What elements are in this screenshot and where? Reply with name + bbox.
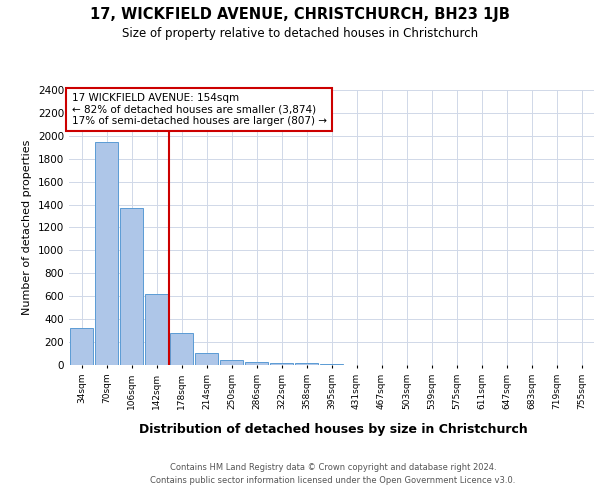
Bar — [220, 360, 243, 365]
Text: 17, WICKFIELD AVENUE, CHRISTCHURCH, BH23 1JB: 17, WICKFIELD AVENUE, CHRISTCHURCH, BH23… — [90, 8, 510, 22]
Text: 17 WICKFIELD AVENUE: 154sqm
← 82% of detached houses are smaller (3,874)
17% of : 17 WICKFIELD AVENUE: 154sqm ← 82% of det… — [71, 92, 326, 126]
Text: Size of property relative to detached houses in Christchurch: Size of property relative to detached ho… — [122, 28, 478, 40]
Bar — [120, 208, 143, 365]
Bar — [195, 353, 218, 365]
Y-axis label: Number of detached properties: Number of detached properties — [22, 140, 32, 315]
Bar — [145, 294, 168, 365]
Bar — [70, 328, 93, 365]
Bar — [170, 333, 193, 365]
Text: Contains HM Land Registry data © Crown copyright and database right 2024.: Contains HM Land Registry data © Crown c… — [170, 462, 496, 471]
Bar — [95, 142, 118, 365]
Bar — [320, 364, 343, 365]
Bar — [295, 364, 318, 365]
Bar — [270, 362, 293, 365]
Text: Distribution of detached houses by size in Christchurch: Distribution of detached houses by size … — [139, 422, 527, 436]
Text: Contains public sector information licensed under the Open Government Licence v3: Contains public sector information licen… — [151, 476, 515, 485]
Bar — [245, 362, 268, 365]
